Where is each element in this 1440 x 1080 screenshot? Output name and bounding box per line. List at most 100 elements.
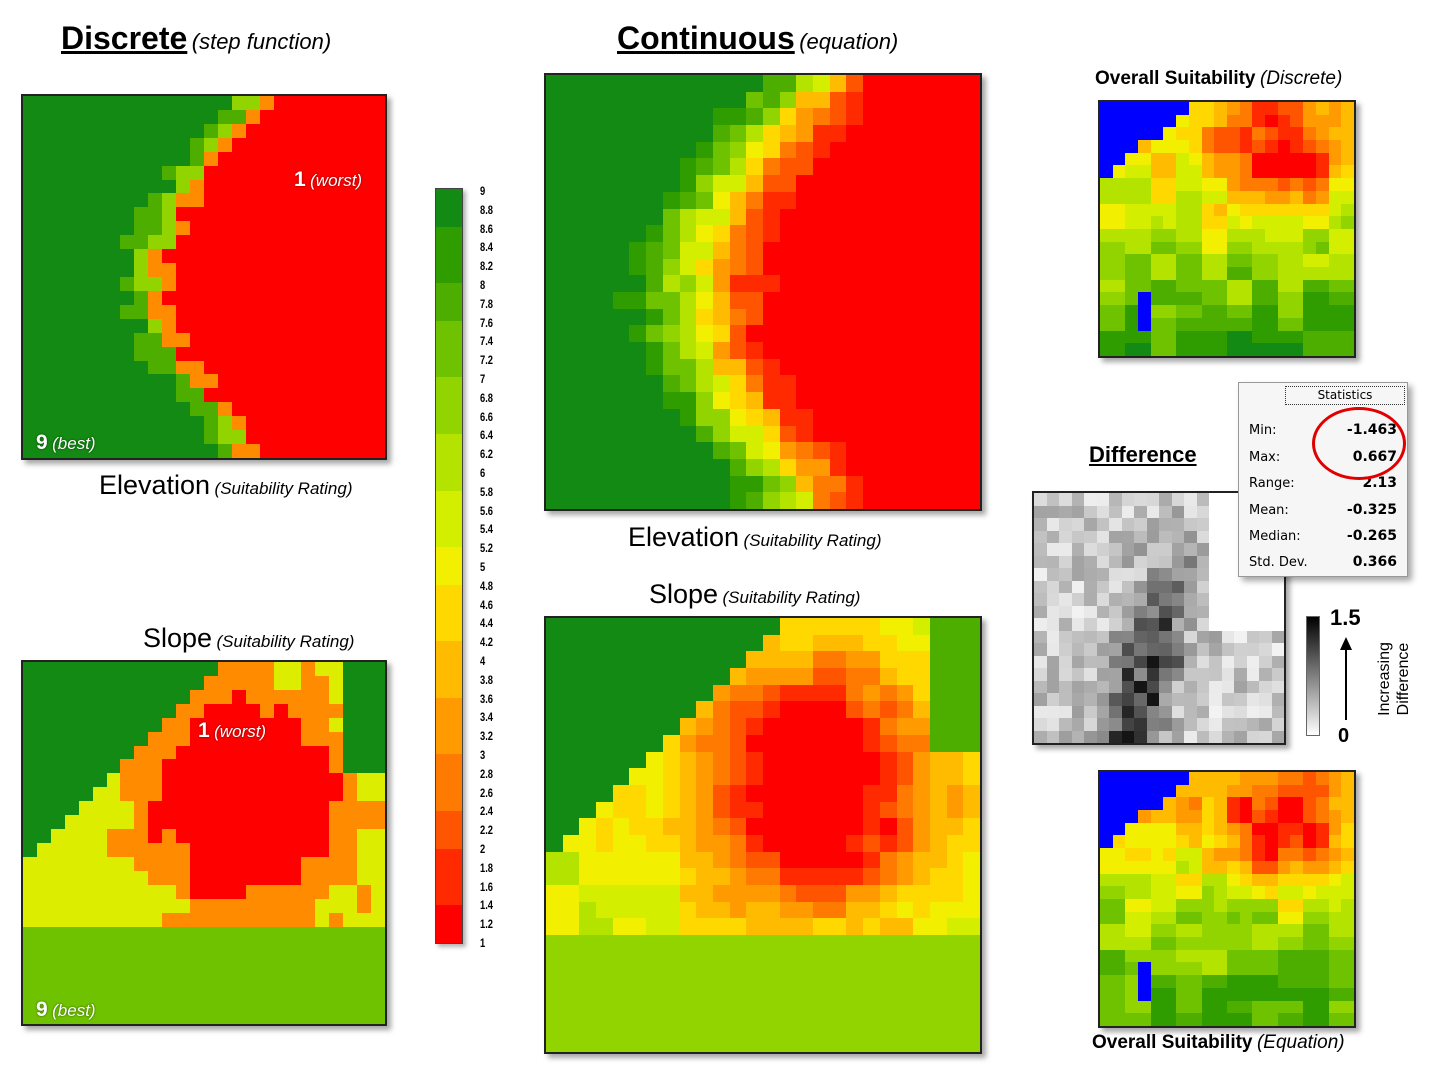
- map-cell: [746, 618, 763, 635]
- map-cell: [245, 703, 260, 718]
- map-cell: [1271, 618, 1284, 631]
- map-cell: [50, 898, 65, 913]
- map-cell: [763, 734, 780, 752]
- map-cell: [546, 292, 563, 309]
- map-cell: [712, 241, 730, 259]
- map-cell: [712, 901, 730, 919]
- map-cell: [1059, 605, 1072, 618]
- map-cell: [217, 829, 232, 843]
- map-cell: [1265, 330, 1278, 344]
- scale-step: [436, 377, 462, 397]
- map-cell: [662, 718, 680, 735]
- map-cell: [1328, 279, 1342, 293]
- map-cell: [1303, 102, 1316, 115]
- map-cell: [1138, 140, 1151, 153]
- map-cell: [120, 773, 135, 788]
- map-cell: [579, 492, 597, 509]
- map-cell: [1209, 643, 1222, 656]
- map-cell: [273, 235, 288, 250]
- map-cell: [357, 304, 372, 319]
- map-cell: [245, 249, 260, 264]
- map-cell: [879, 375, 897, 393]
- map-cell: [245, 773, 260, 788]
- map-cell: [896, 258, 914, 276]
- map-cell: [1239, 203, 1253, 217]
- map-cell: [1265, 1000, 1278, 1014]
- map-cell: [913, 701, 930, 719]
- map-cell: [1176, 152, 1189, 166]
- map-cell: [729, 308, 747, 326]
- map-cell: [1125, 835, 1139, 849]
- map-cell: [929, 751, 947, 769]
- map-cell: [1328, 911, 1342, 925]
- map-cell: [829, 342, 847, 359]
- map-cell: [1201, 898, 1215, 912]
- scale-tick: 7.2: [480, 353, 494, 368]
- map-cell: [946, 935, 964, 952]
- map-cell: [1328, 178, 1342, 191]
- map-cell: [148, 745, 163, 760]
- map-cell: [813, 175, 830, 192]
- map-cell: [813, 292, 830, 309]
- map-cell: [190, 884, 204, 899]
- map-cell: [64, 745, 79, 760]
- map-cell: [1100, 178, 1113, 191]
- map-cell: [712, 191, 730, 209]
- map-cell: [217, 193, 232, 208]
- map-cell: [679, 668, 697, 685]
- map-cell: [629, 191, 647, 209]
- map-cell: [1084, 643, 1097, 656]
- map-cell: [259, 179, 274, 194]
- map-cell: [1121, 680, 1134, 693]
- best-annotation: 9 (best): [36, 998, 96, 1021]
- map-cell: [273, 940, 288, 955]
- map-cell: [148, 842, 163, 857]
- map-cell: [1176, 127, 1189, 141]
- scale-tick: 5.8: [480, 484, 494, 499]
- map-cell: [64, 304, 79, 319]
- map-cell: [629, 1001, 647, 1019]
- map-cell: [1209, 543, 1222, 556]
- map-cell: [203, 388, 218, 403]
- map-cell: [763, 492, 780, 509]
- map-cell: [1096, 593, 1109, 606]
- map-cell: [629, 951, 647, 969]
- map-cell: [1059, 593, 1072, 606]
- map-cell: [746, 868, 763, 886]
- scale-step: [436, 792, 462, 811]
- map-cell: [1188, 860, 1202, 874]
- scale-step: [436, 528, 462, 548]
- map-cell: [357, 179, 372, 194]
- map-cell: [646, 868, 663, 886]
- map-cell: [929, 475, 947, 493]
- map-cell: [913, 108, 930, 126]
- map-cell: [929, 885, 947, 902]
- map-cell: [162, 856, 177, 871]
- map-cell: [913, 835, 930, 852]
- map-cell: [662, 358, 680, 376]
- map-cell: [1188, 127, 1202, 141]
- map-cell: [662, 851, 680, 869]
- map-cell: [863, 784, 880, 802]
- map-cell: [1150, 873, 1164, 887]
- map-cell: [863, 1001, 880, 1019]
- map-cell: [796, 734, 814, 752]
- map-cell: [963, 325, 980, 343]
- map-cell: [596, 885, 613, 902]
- map-cell: [612, 375, 630, 393]
- map-cell: [134, 221, 149, 236]
- map-cell: [796, 885, 814, 902]
- map-cell: [646, 634, 663, 652]
- map-cell: [813, 125, 830, 142]
- map-cell: [1315, 317, 1329, 331]
- map-cell: [612, 768, 630, 785]
- map-cell: [36, 745, 51, 760]
- map-cell: [796, 408, 814, 426]
- map-cell: [1163, 873, 1177, 887]
- map-cell: [662, 458, 680, 476]
- map-cell: [913, 718, 930, 735]
- map-cell: [963, 718, 980, 735]
- map-cell: [1239, 962, 1253, 976]
- map-cell: [1239, 216, 1253, 229]
- map-cell: [779, 308, 797, 326]
